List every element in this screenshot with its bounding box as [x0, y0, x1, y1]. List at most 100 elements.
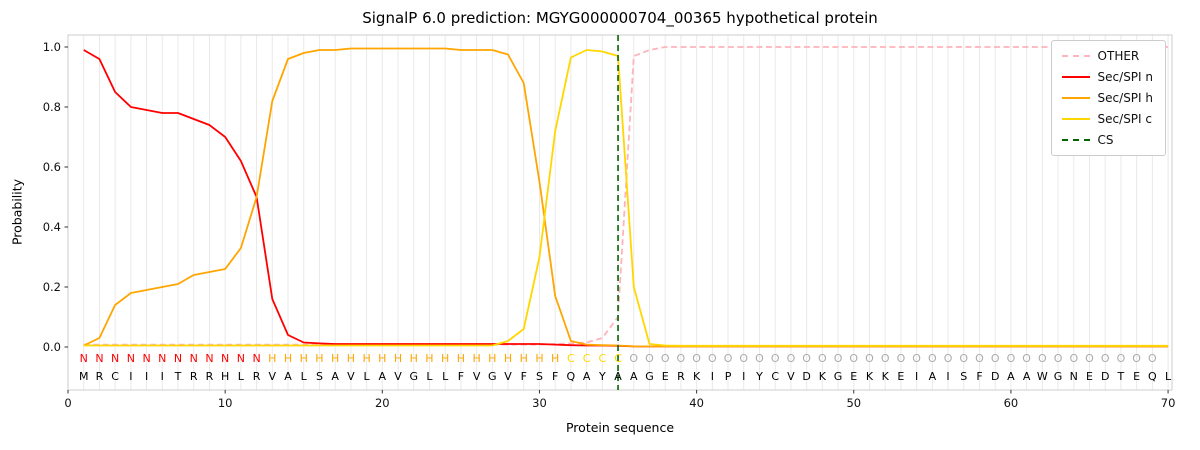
- sequence-letter: I: [742, 370, 745, 383]
- sequence-letter: Y: [755, 370, 763, 383]
- region-label: H: [315, 352, 323, 365]
- x-tick-label: 50: [846, 396, 861, 410]
- sequence-letter: T: [1117, 370, 1125, 383]
- x-tick-label: 20: [375, 396, 390, 410]
- sequence-letter: V: [787, 370, 795, 383]
- sequence-letter: L: [301, 370, 308, 383]
- legend-label: CS: [1097, 133, 1114, 147]
- legend-label: OTHER: [1097, 49, 1140, 63]
- legend-label: Sec/SPI n: [1097, 70, 1153, 84]
- region-label: O: [692, 352, 701, 365]
- sequence-letter: K: [882, 370, 890, 383]
- region-label: N: [80, 352, 88, 365]
- sequence-letter: D: [991, 370, 999, 383]
- x-tick-label: 70: [1161, 396, 1176, 410]
- region-label: N: [142, 352, 150, 365]
- region-label: O: [1022, 352, 1031, 365]
- region-label: O: [708, 352, 717, 365]
- region-label: O: [975, 352, 984, 365]
- sequence-letter: A: [614, 370, 622, 383]
- region-label: O: [959, 352, 968, 365]
- x-tick-label: 10: [218, 396, 233, 410]
- sequence-letter: C: [111, 370, 119, 383]
- sequence-letter: M: [79, 370, 89, 383]
- legend-item: CS: [1061, 133, 1153, 147]
- region-label: N: [111, 352, 119, 365]
- sequence-letter: E: [1133, 370, 1140, 383]
- sequence-letter: Q: [1148, 370, 1157, 383]
- sequence-letter: A: [1023, 370, 1031, 383]
- sequence-letter: N: [1070, 370, 1078, 383]
- region-label: N: [158, 352, 166, 365]
- legend-line-sample: [1061, 76, 1090, 78]
- sequence-letter: I: [915, 370, 918, 383]
- sequence-letter: A: [331, 370, 339, 383]
- sequence-letter: K: [866, 370, 874, 383]
- region-label: O: [1101, 352, 1110, 365]
- region-label: O: [1054, 352, 1063, 365]
- y-axis-label: Probability: [9, 178, 25, 246]
- region-label: O: [661, 352, 670, 365]
- sequence-letter: F: [458, 370, 464, 383]
- sequence-letter: V: [394, 370, 402, 383]
- y-tick-label: 0.0: [43, 340, 61, 354]
- region-label: O: [771, 352, 780, 365]
- sequence-letter: L: [1165, 370, 1172, 383]
- sequence-letter: R: [190, 370, 198, 383]
- region-label: C: [567, 352, 575, 365]
- sequence-letter: V: [347, 370, 355, 383]
- sequence-letter: R: [96, 370, 104, 383]
- legend-line-sample: [1061, 97, 1090, 99]
- region-label: O: [849, 352, 858, 365]
- sequence-letter: I: [946, 370, 949, 383]
- sequence-letter: G: [488, 370, 497, 383]
- region-label: N: [252, 352, 260, 365]
- region-label: O: [881, 352, 890, 365]
- region-label: H: [504, 352, 512, 365]
- sequence-letter: L: [238, 370, 245, 383]
- region-label: H: [268, 352, 276, 365]
- sequence-letter: T: [174, 370, 182, 383]
- legend-item: Sec/SPI h: [1061, 91, 1153, 105]
- region-label: O: [677, 352, 686, 365]
- y-tick-label: 0.8: [43, 100, 61, 114]
- sequence-letter: V: [504, 370, 512, 383]
- region-label: O: [1117, 352, 1126, 365]
- region-label: H: [362, 352, 370, 365]
- sequence-letter: G: [645, 370, 654, 383]
- region-label: O: [865, 352, 874, 365]
- region-label: O: [944, 352, 953, 365]
- region-label: H: [551, 352, 559, 365]
- sequence-letter: H: [221, 370, 229, 383]
- sequence-letter: A: [929, 370, 937, 383]
- legend-item: Sec/SPI c: [1061, 112, 1153, 126]
- sequence-letter: Y: [598, 370, 606, 383]
- sequence-letter: C: [771, 370, 779, 383]
- region-label: O: [897, 352, 906, 365]
- region-label: H: [394, 352, 402, 365]
- sequence-letter: G: [834, 370, 843, 383]
- sequence-letter: W: [1037, 370, 1048, 383]
- region-label: O: [739, 352, 748, 365]
- legend-item: OTHER: [1061, 49, 1153, 63]
- chart-title: SignalP 6.0 prediction: MGYG000000704_00…: [362, 9, 878, 27]
- sequence-letter: L: [442, 370, 449, 383]
- region-label: C: [598, 352, 606, 365]
- y-tick-label: 0.6: [43, 160, 61, 174]
- region-label: O: [724, 352, 733, 365]
- region-label: H: [520, 352, 528, 365]
- region-label: H: [378, 352, 386, 365]
- x-axis-label: Protein sequence: [565, 420, 675, 435]
- sequence-letter: E: [850, 370, 857, 383]
- region-label: H: [441, 352, 449, 365]
- sequence-letter: V: [473, 370, 481, 383]
- region-label: O: [1148, 352, 1157, 365]
- region-label: H: [284, 352, 292, 365]
- series-line-sec-spi-c: [83, 49, 1169, 347]
- sequence-letter: L: [426, 370, 433, 383]
- sequence-letter: I: [145, 370, 148, 383]
- sequence-letter: L: [364, 370, 371, 383]
- region-label: H: [488, 352, 496, 365]
- region-label: H: [410, 352, 418, 365]
